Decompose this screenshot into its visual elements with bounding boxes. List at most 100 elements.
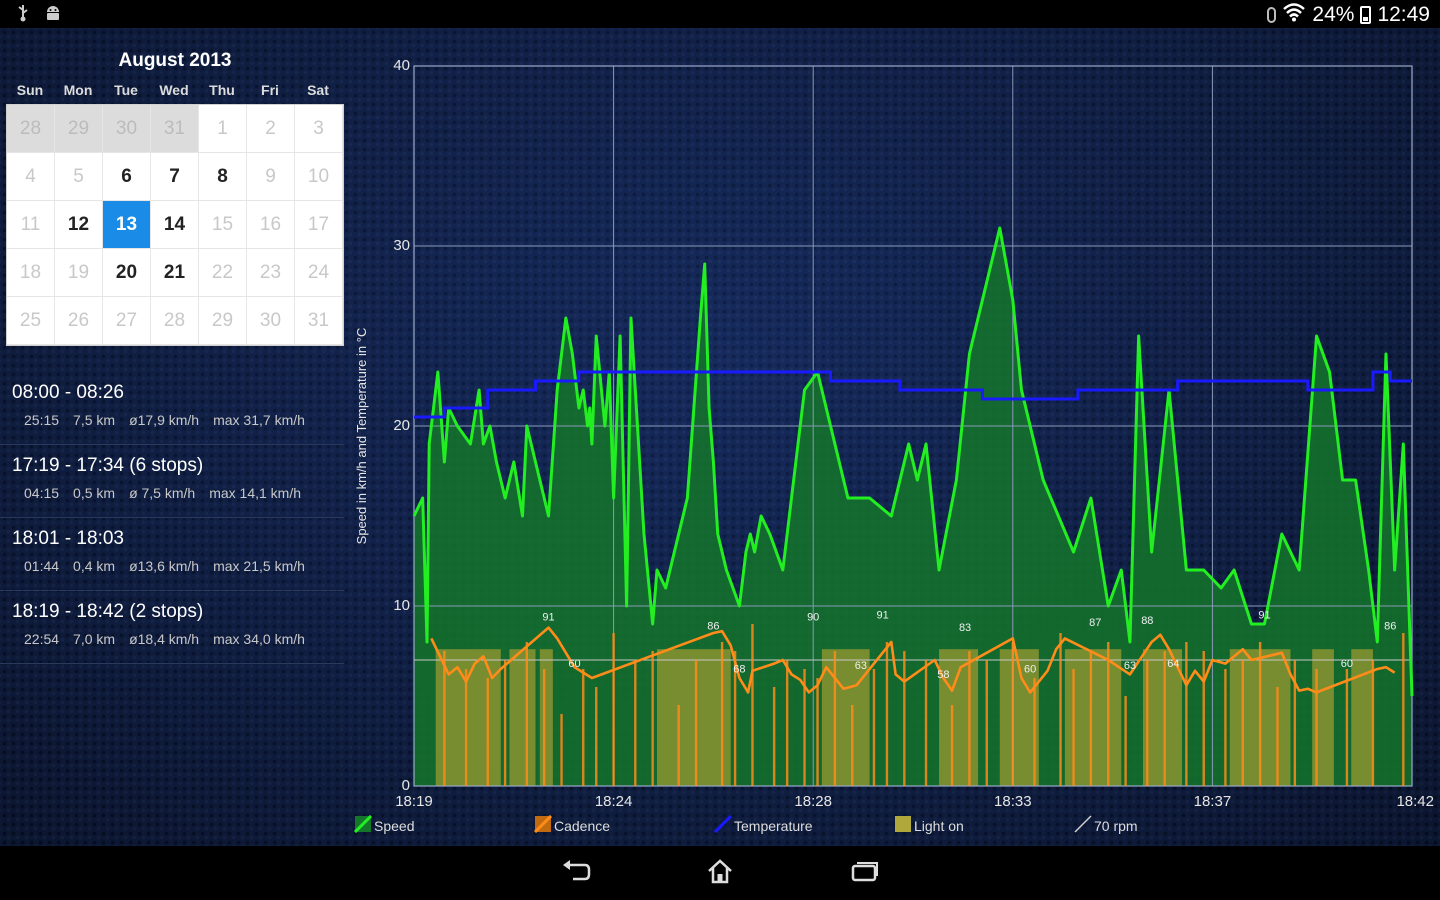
light-on-bar (1142, 649, 1183, 786)
ride-list: 08:00 - 08:26 25:15 7,5 km ø17,9 km/h max 31… (0, 372, 344, 664)
cadence-data-label: 64 (1167, 658, 1179, 670)
calendar-day[interactable]: 3 (295, 105, 343, 153)
x-tick-label: 18:28 (794, 793, 832, 810)
calendar-day[interactable]: 31 (295, 297, 343, 345)
y-tick-label: 30 (393, 237, 410, 254)
ride-item[interactable]: 18:01 - 18:03 01:44 0,4 km ø13,6 km/h max 21… (0, 518, 344, 591)
ride-time-range: 18:19 - 18:42 (2 stops) (12, 601, 204, 622)
ride-time-range: 18:01 - 18:03 (12, 528, 124, 549)
ride-item[interactable]: 17:19 - 17:34 (6 stops) 04:15 0,5 km ø 7,5 … (0, 445, 344, 518)
ride-item[interactable]: 18:19 - 18:42 (2 stops) 22:54 7,0 km ø18,4 … (0, 591, 344, 664)
speed-legend-icon (353, 814, 373, 836)
ride-duration: 04:15 (24, 485, 60, 501)
speed-area (414, 228, 1412, 786)
navigation-bar (0, 846, 1440, 900)
weekday-label: Fri (261, 82, 279, 98)
ride-average-speed: ø 7,5 km/h (129, 485, 196, 501)
light-on-bar (1351, 649, 1373, 786)
usb-icon (14, 4, 32, 22)
ride-stats: 25:15 7,5 km ø17,9 km/h max 31,7 km/h (12, 412, 332, 428)
calendar-day[interactable]: 14 (151, 201, 199, 249)
bluetooth-icon (1267, 7, 1277, 23)
calendar-day[interactable]: 8 (199, 153, 247, 201)
ride-distance: 7,0 km (73, 631, 116, 647)
calendar-day[interactable]: 23 (247, 249, 295, 297)
ride-item[interactable]: 08:00 - 08:26 25:15 7,5 km ø17,9 km/h max 31… (0, 372, 344, 445)
cadence-data-label: 88 (1141, 615, 1153, 627)
calendar-day[interactable]: 30 (247, 297, 295, 345)
legend-item[interactable]: Temperature (713, 814, 813, 836)
ride-distance: 0,4 km (73, 558, 116, 574)
x-tick-label: 18:33 (994, 793, 1032, 810)
calendar-day[interactable]: 29 (199, 297, 247, 345)
calendar-day[interactable]: 30 (103, 105, 151, 153)
recent-apps-button[interactable] (845, 858, 885, 888)
ride-stats: 01:44 0,4 km ø13,6 km/h max 21,5 km/h (12, 558, 332, 574)
calendar-day[interactable]: 9 (247, 153, 295, 201)
calendar-day[interactable]: 4 (7, 153, 55, 201)
chart-legend: Speed Cadence Temperature Light on 70 rpm (353, 814, 1440, 839)
calendar-day[interactable]: 19 (55, 249, 103, 297)
speed-line (412, 226, 1414, 697)
calendar-day[interactable]: 25 (7, 297, 55, 345)
legend-label: Speed (374, 817, 415, 834)
calendar-day[interactable]: 20 (103, 249, 151, 297)
legend-item[interactable]: Light on (894, 815, 964, 836)
light-on-bar (656, 649, 731, 786)
ride-max-speed: max 21,5 km/h (213, 558, 305, 574)
back-button[interactable] (556, 858, 596, 888)
calendar-day[interactable]: 18 (7, 249, 55, 297)
ride-distance: 0,5 km (73, 485, 116, 501)
legend-label: Temperature (734, 817, 813, 834)
ride-average-speed: ø13,6 km/h (129, 558, 200, 574)
y-tick-label: 40 (393, 57, 410, 74)
battery-percent: 24% (1312, 3, 1355, 26)
calendar-day[interactable]: 6 (103, 153, 151, 201)
weekday-label: Mon (63, 82, 93, 98)
cadence-data-label: 91 (1258, 610, 1270, 622)
cadence-data-label: 83 (959, 622, 971, 634)
home-button[interactable] (700, 858, 740, 888)
calendar-day[interactable]: 12 (55, 201, 103, 249)
calendar-day[interactable]: 31 (151, 105, 199, 153)
light-on-bar (539, 649, 553, 786)
calendar-day[interactable]: 16 (247, 201, 295, 249)
calendar-day[interactable]: 24 (295, 249, 343, 297)
calendar-day[interactable]: 5 (55, 153, 103, 201)
calendar-day[interactable]: 1 (199, 105, 247, 153)
calendar-day[interactable]: 26 (55, 297, 103, 345)
ride-average-speed: ø17,9 km/h (129, 412, 200, 428)
cadence-data-label: 87 (1089, 617, 1101, 629)
calendar-day[interactable]: 2 (247, 105, 295, 153)
home-icon (706, 858, 734, 889)
calendar-day[interactable]: 7 (151, 153, 199, 201)
calendar-day[interactable]: 15 (199, 201, 247, 249)
ride-max-speed: max 31,7 km/h (213, 412, 305, 428)
legend-item[interactable]: Speed (353, 814, 415, 836)
x-tick-label: 18:24 (595, 793, 633, 810)
clock: 12:49 (1377, 3, 1430, 26)
calendar-day[interactable]: 11 (7, 201, 55, 249)
calendar-day[interactable]: 22 (199, 249, 247, 297)
calendar-day-selected[interactable]: 13 (103, 201, 151, 249)
y-tick-label: 20 (393, 417, 410, 434)
calendar-day[interactable]: 28 (7, 105, 55, 153)
legend-item[interactable]: 70 rpm (1074, 815, 1138, 836)
battery-icon (1360, 6, 1372, 24)
legend-label: 70 rpm (1094, 817, 1138, 834)
calendar-day[interactable]: 29 (55, 105, 103, 153)
weekday-label: Tue (114, 82, 138, 98)
legend-item[interactable]: Cadence (533, 814, 610, 836)
calendar-day[interactable]: 21 (151, 249, 199, 297)
recent-apps-icon (850, 860, 880, 887)
cadence-data-label: 63 (855, 660, 867, 672)
cadence-data-label: 58 (937, 669, 949, 681)
android-debug-icon (44, 4, 62, 22)
calendar-day[interactable]: 28 (151, 297, 199, 345)
ride-duration: 25:15 (24, 412, 60, 428)
calendar-day[interactable]: 17 (295, 201, 343, 249)
calendar-day[interactable]: 10 (295, 153, 343, 201)
calendar-day[interactable]: 27 (103, 297, 151, 345)
weekday-label: Sun (16, 82, 44, 98)
weekday-label: Thu (209, 82, 235, 98)
